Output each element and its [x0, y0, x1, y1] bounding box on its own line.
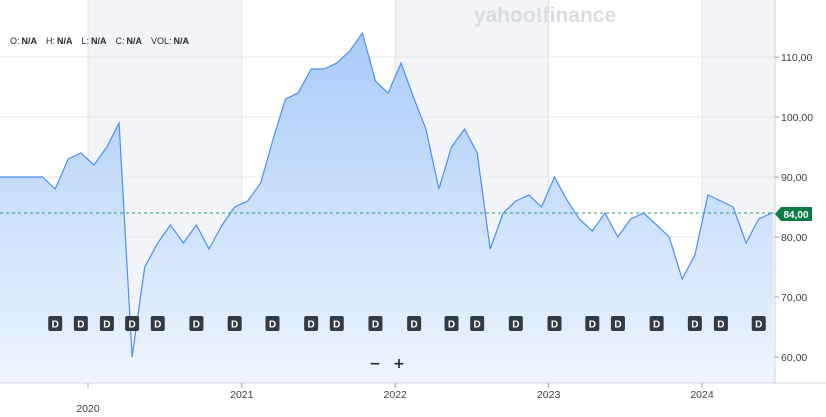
- dividend-marker-label: D: [154, 320, 161, 331]
- ohlc-value: N/A: [173, 36, 190, 46]
- dividend-marker-label: D: [512, 320, 519, 331]
- ohlc-key: VOL:: [151, 36, 172, 46]
- dividend-marker[interactable]: D: [585, 316, 600, 331]
- dividend-marker[interactable]: D: [508, 316, 523, 331]
- ohlc-value: N/A: [57, 36, 73, 46]
- dividend-marker-label: D: [653, 320, 660, 331]
- dividend-marker-label: D: [193, 320, 200, 331]
- dividend-marker-label: D: [551, 320, 558, 331]
- dividend-marker[interactable]: D: [265, 316, 280, 331]
- dividend-marker[interactable]: D: [470, 316, 485, 331]
- y-tick-label: 80,00: [781, 232, 807, 244]
- y-tick-label: 60,00: [781, 352, 807, 364]
- dividend-marker-label: D: [717, 320, 724, 331]
- y-tick-label: 90,00: [781, 172, 807, 184]
- dividend-marker-label: D: [52, 320, 59, 331]
- dividend-marker[interactable]: D: [73, 316, 88, 331]
- y-tick-label: 70,00: [781, 292, 807, 304]
- dividend-marker-label: D: [129, 320, 136, 331]
- dividend-marker-label: D: [308, 320, 315, 331]
- ohlc-value: N/A: [91, 36, 107, 46]
- dividend-marker-label: D: [474, 320, 481, 331]
- dividend-marker[interactable]: D: [751, 316, 766, 331]
- x-tick-label: 2022: [384, 389, 408, 401]
- dividend-marker[interactable]: D: [304, 316, 319, 331]
- dividend-marker[interactable]: D: [649, 316, 664, 331]
- dividend-marker-label: D: [103, 320, 110, 331]
- dividend-marker-label: D: [448, 320, 455, 331]
- x-tick-label: 2023: [537, 389, 561, 401]
- dividend-marker[interactable]: D: [99, 316, 114, 331]
- dividend-marker-label: D: [411, 320, 418, 331]
- zoom-in-button[interactable]: +: [389, 355, 409, 373]
- dividend-marker-label: D: [691, 320, 698, 331]
- dividend-marker-label: D: [77, 320, 84, 331]
- zoom-controls: − +: [365, 355, 409, 373]
- x-tick-label: 2024: [690, 389, 714, 401]
- zoom-out-button[interactable]: −: [365, 355, 385, 373]
- svg-text:84,00: 84,00: [783, 210, 808, 221]
- ohlc-item: H: N/A: [46, 36, 73, 46]
- dividend-marker[interactable]: D: [407, 316, 422, 331]
- ohlc-item: VOL: N/A: [151, 36, 189, 46]
- dividend-marker-label: D: [372, 320, 379, 331]
- dividend-marker-label: D: [614, 320, 621, 331]
- dividend-marker-label: D: [755, 320, 762, 331]
- price-line: [0, 31, 773, 358]
- ohlc-value: N/A: [21, 36, 38, 46]
- y-tick-label: 110,00: [781, 52, 812, 64]
- ohlc-item: L: N/A: [82, 36, 107, 46]
- ohlc-key: C:: [115, 36, 125, 46]
- x-tick-label: 2020: [76, 403, 100, 415]
- dividend-marker[interactable]: D: [329, 316, 344, 331]
- ohlc-value: N/A: [126, 36, 143, 46]
- ohlc-item: O: N/A: [10, 36, 37, 46]
- ohlc-item: C: N/A: [116, 36, 143, 46]
- dividend-marker[interactable]: D: [125, 316, 140, 331]
- dividend-marker[interactable]: D: [150, 316, 165, 331]
- dividend-marker[interactable]: D: [713, 316, 728, 331]
- dividend-marker[interactable]: D: [48, 316, 63, 331]
- dividend-marker[interactable]: D: [610, 316, 625, 331]
- dividend-marker-label: D: [231, 320, 238, 331]
- ohlc-key: H:: [46, 36, 56, 46]
- ohlc-key: O:: [10, 36, 20, 46]
- dividend-marker-label: D: [269, 320, 276, 331]
- price-area: [0, 33, 773, 383]
- y-tick-label: 100,00: [781, 112, 813, 124]
- dividend-marker[interactable]: D: [368, 316, 383, 331]
- current-price-tag: 84,00: [775, 207, 812, 221]
- x-tick-label: 2021: [230, 389, 254, 401]
- dividend-marker[interactable]: D: [687, 316, 702, 331]
- dividend-marker-label: D: [589, 320, 596, 331]
- dividend-marker-label: D: [333, 320, 340, 331]
- dividend-marker[interactable]: D: [227, 316, 242, 331]
- dividend-marker[interactable]: D: [547, 316, 562, 331]
- ohlc-readout: O: N/A H: N/A L: N/A C: N/A VOL: N/A: [10, 36, 189, 46]
- dividend-marker[interactable]: D: [189, 316, 204, 331]
- ohlc-key: L:: [81, 36, 90, 46]
- yahoo-finance-watermark: yahoo!finance: [474, 4, 616, 27]
- dividend-marker[interactable]: D: [444, 316, 459, 331]
